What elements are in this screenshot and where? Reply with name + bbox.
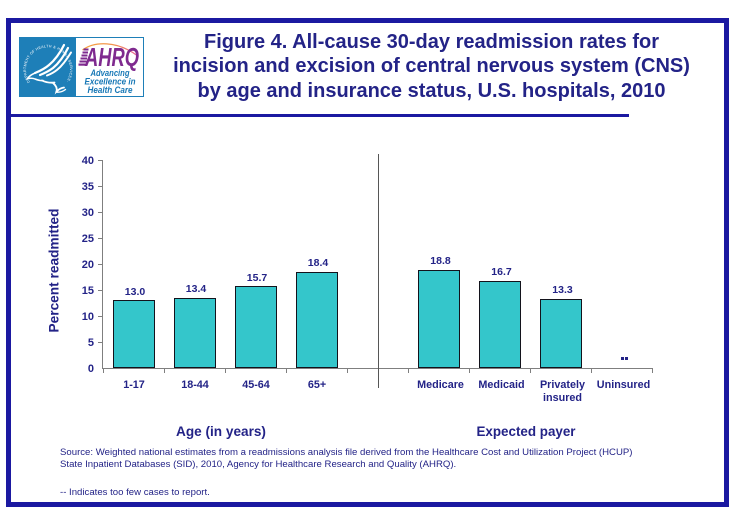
- svg-text:Health Care: Health Care: [88, 85, 133, 95]
- svg-text:AHRQ: AHRQ: [84, 42, 139, 72]
- svg-text:Advancing: Advancing: [90, 68, 130, 78]
- svg-text:Excellence in: Excellence in: [85, 77, 136, 87]
